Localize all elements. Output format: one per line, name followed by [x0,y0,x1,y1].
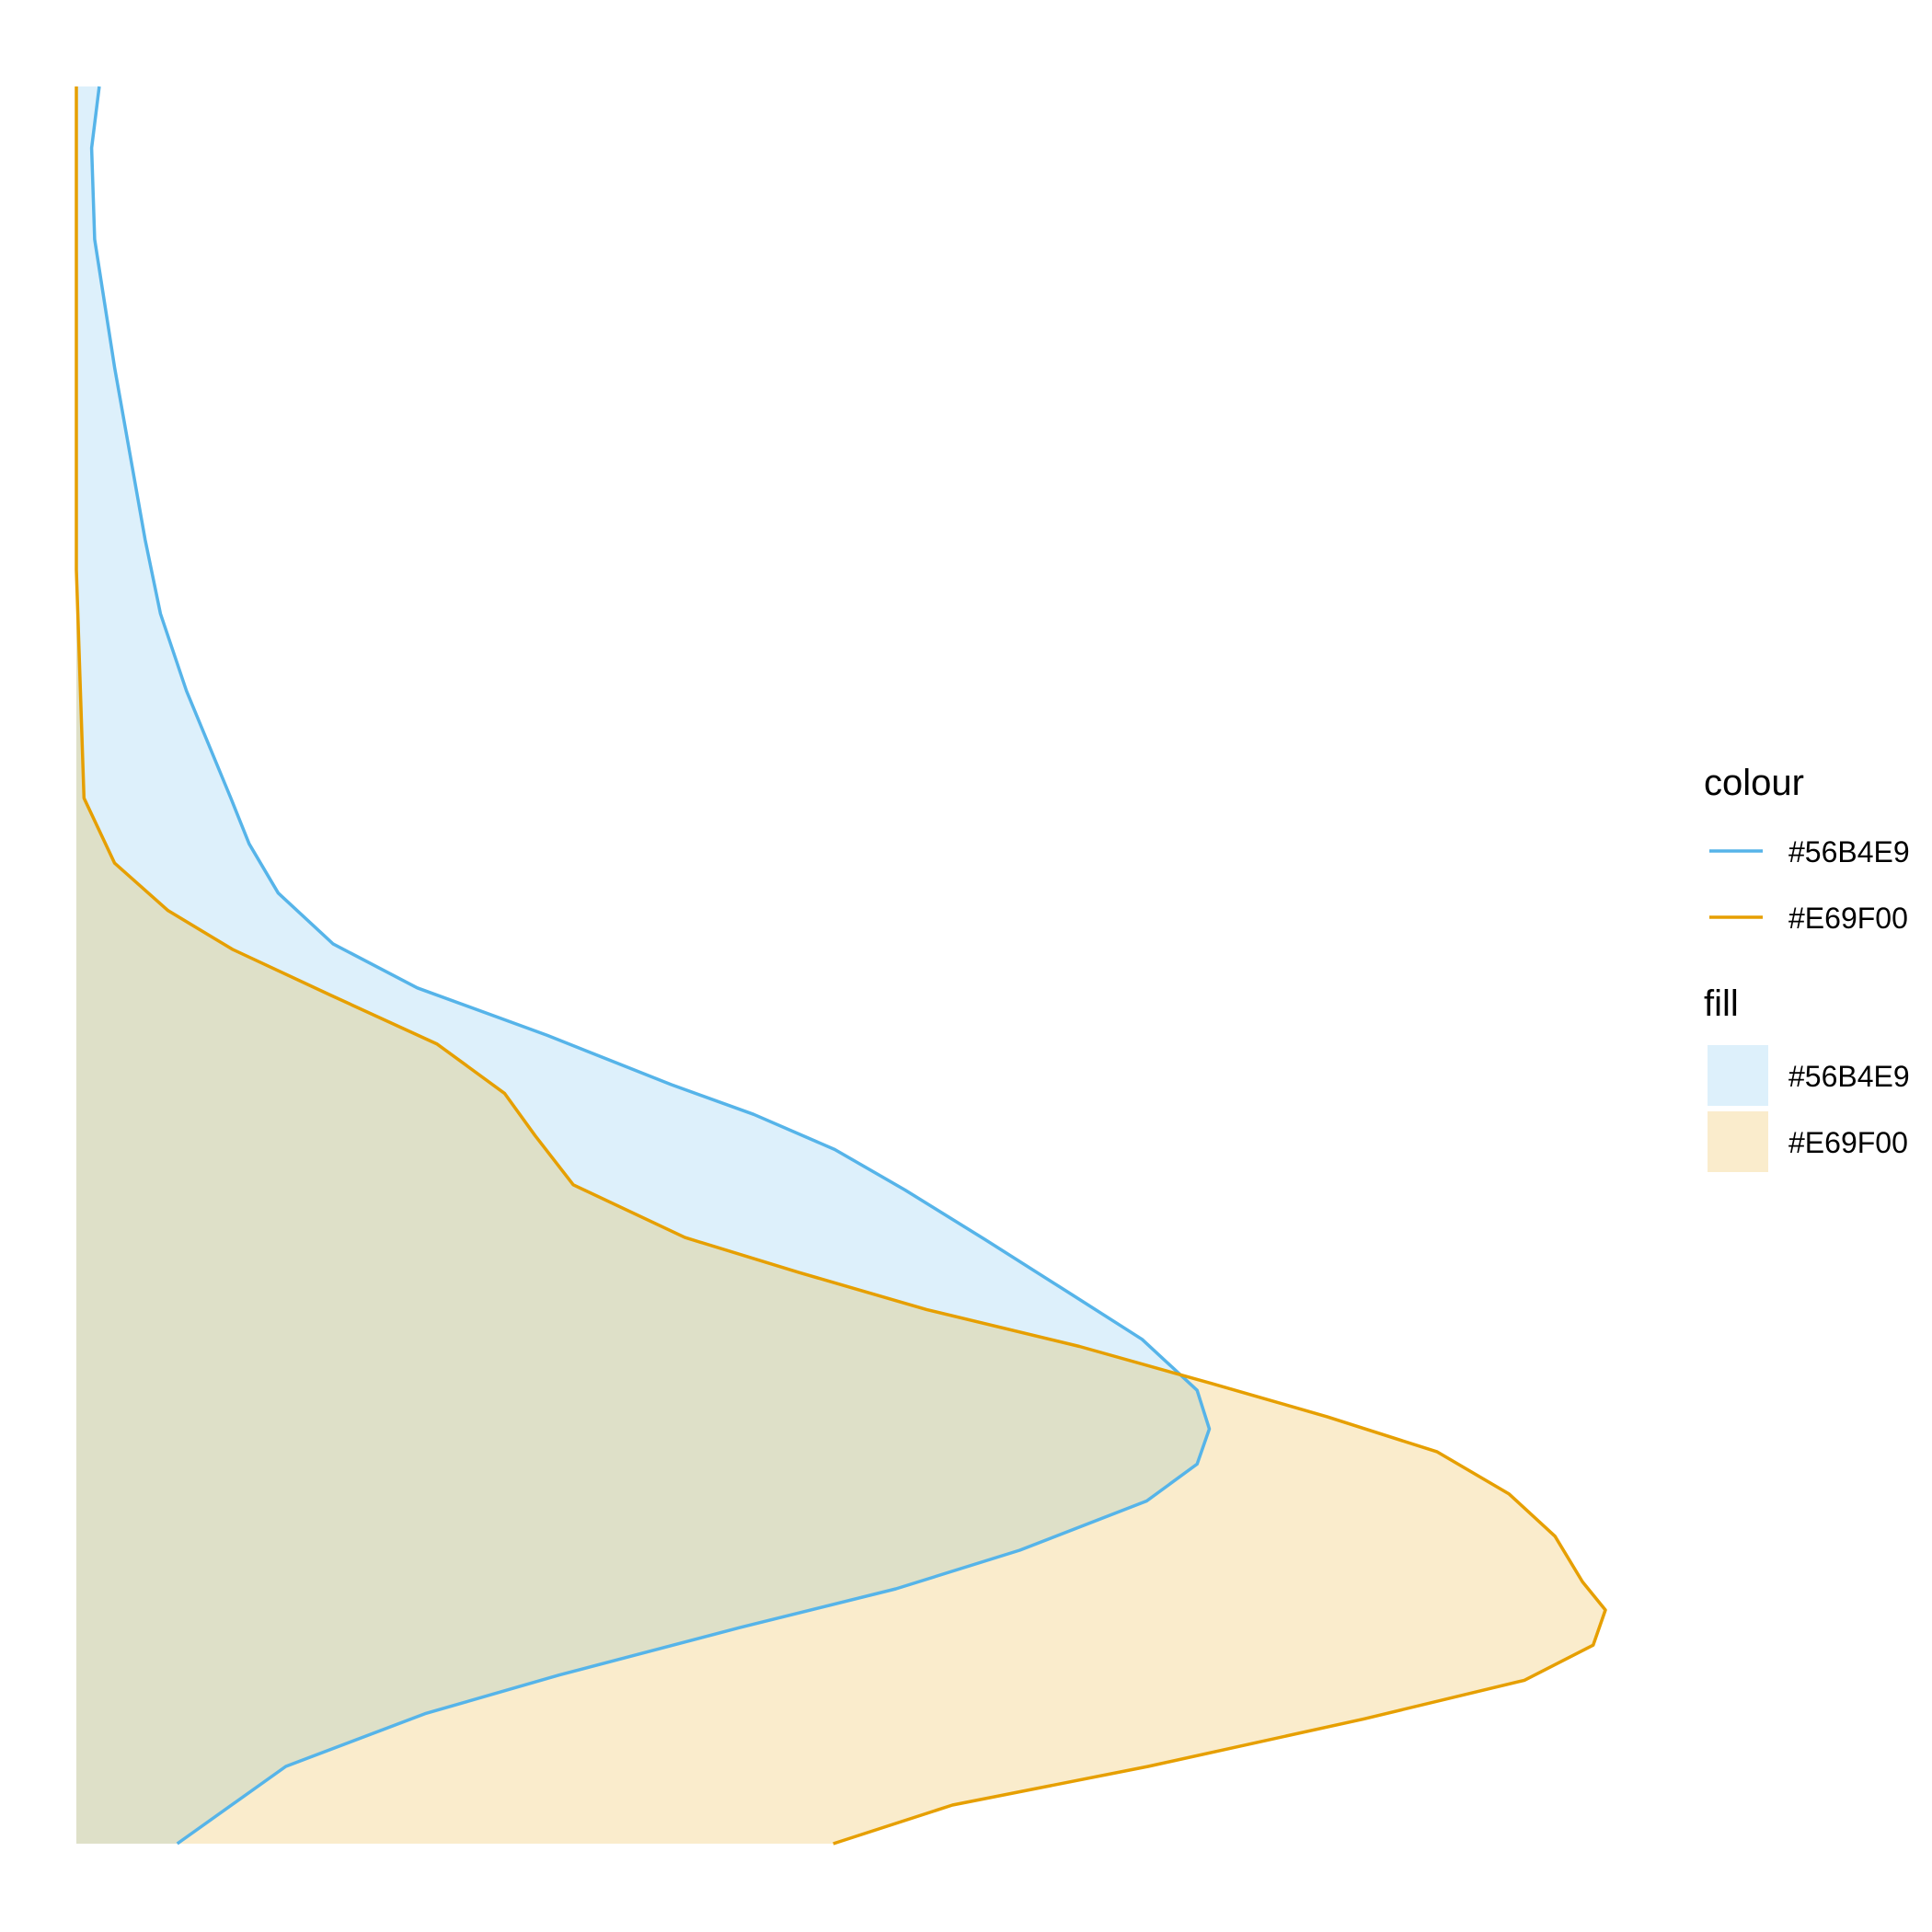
density-area-0 [76,86,1210,1844]
legend: colour #56B4E9 #E69F00 fill #56B4E9 #E69… [1704,763,1910,1172]
plot-panel [75,86,1607,1846]
legend-colour-label-orange: #E69F00 [1788,902,1908,935]
density-line-1 [75,86,1607,1846]
density-area-1 [76,86,1605,1844]
legend-fill-label-orange: #E69F00 [1788,1126,1908,1159]
legend-fill-label-blue: #56B4E9 [1788,1060,1910,1093]
legend-colour-label-blue: #56B4E9 [1788,835,1910,868]
legend-fill-key-blue [1708,1045,1768,1106]
legend-colour-title: colour [1704,763,1804,803]
density-line-0 [89,86,1212,1846]
legend-fill-title: fill [1704,983,1739,1024]
legend-fill-key-orange [1708,1111,1768,1172]
